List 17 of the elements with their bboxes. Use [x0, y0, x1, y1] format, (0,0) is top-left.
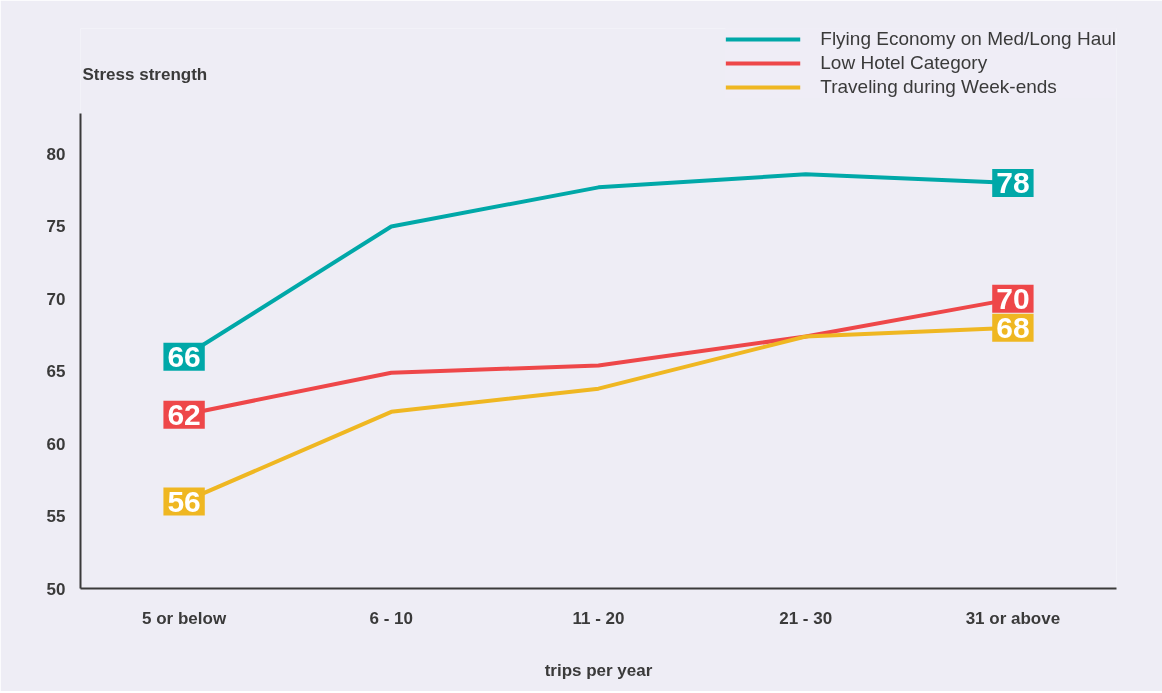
x-tick-label: 6 - 10 — [369, 608, 414, 628]
legend-label: Flying Economy on Med/Long Haul — [820, 28, 1116, 50]
x-tick-label: 11 - 20 — [572, 608, 625, 628]
x-tick-label: 31 or above — [965, 608, 1061, 628]
y-axis-title: Stress strength — [82, 64, 208, 84]
y-tick-label: 50 — [46, 579, 66, 599]
x-tick-label: 21 - 30 — [779, 608, 833, 628]
y-tick-label: 55 — [46, 507, 66, 527]
y-tick-label: 75 — [46, 217, 66, 237]
legend-label: Traveling during Week-ends — [820, 76, 1057, 98]
y-tick-label: 70 — [46, 289, 66, 309]
x-tick-label: 5 or below — [142, 608, 227, 628]
legend-label: Low Hotel Category — [820, 52, 988, 74]
y-tick-label: 80 — [46, 145, 66, 165]
y-tick-label: 65 — [46, 362, 66, 382]
x-axis-title: trips per year — [544, 660, 653, 680]
y-tick-label: 60 — [46, 434, 66, 454]
